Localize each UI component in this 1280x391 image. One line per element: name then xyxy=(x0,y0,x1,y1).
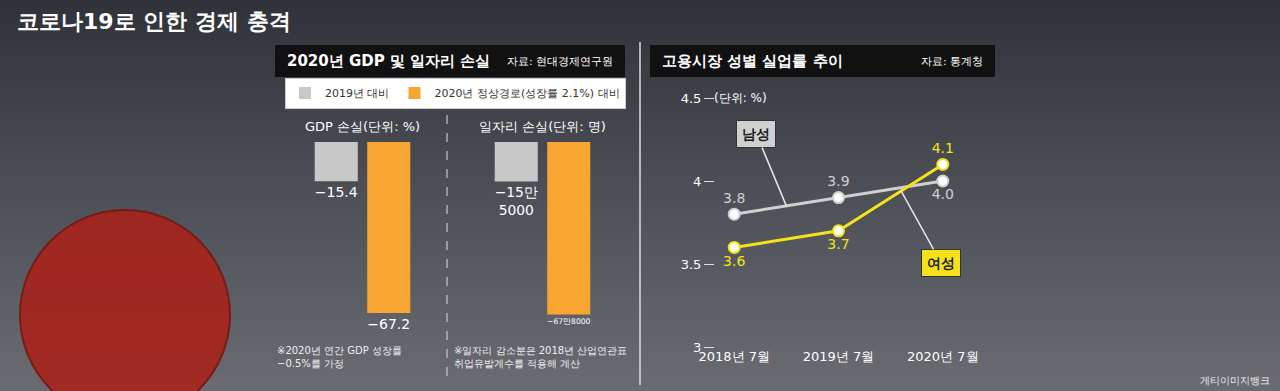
svg-text:4: 4 xyxy=(693,174,701,189)
svg-text:자료: 현대경제연구원: 자료: 현대경제연구원 xyxy=(507,55,613,68)
svg-text:3.7: 3.7 xyxy=(827,236,849,252)
svg-text:−67.2: −67.2 xyxy=(367,316,410,332)
svg-text:(단위: %): (단위: %) xyxy=(714,91,767,105)
svg-text:※2020년 연간 GDP 성장률−0.5%를 가정: ※2020년 연간 GDP 성장률−0.5%를 가정 xyxy=(277,345,402,369)
svg-text:4.5: 4.5 xyxy=(681,91,702,106)
svg-text:2020년 7월: 2020년 7월 xyxy=(907,349,979,364)
svg-text:코로나19로 인한 경제 충격: 코로나19로 인한 경제 충격 xyxy=(17,9,291,34)
svg-text:−15.4: −15.4 xyxy=(315,184,358,200)
svg-text:남성: 남성 xyxy=(742,126,770,142)
svg-text:2020년 GDP 및 일자리 손실: 2020년 GDP 및 일자리 손실 xyxy=(287,52,490,70)
svg-text:3.6: 3.6 xyxy=(723,253,745,269)
svg-text:−67만8000: −67만8000 xyxy=(547,317,591,326)
svg-text:−15만5000: −15만5000 xyxy=(495,184,538,218)
svg-text:3.8: 3.8 xyxy=(723,190,745,206)
svg-text:여성: 여성 xyxy=(927,255,955,271)
svg-text:일자리 손실(단위: 명): 일자리 손실(단위: 명) xyxy=(479,119,606,134)
svg-text:4.0: 4.0 xyxy=(932,186,954,202)
svg-text:2020년 정상경로(성장률 2.1%) 대비: 2020년 정상경로(성장률 2.1%) 대비 xyxy=(435,87,620,100)
svg-text:2018년 7월: 2018년 7월 xyxy=(698,349,770,364)
svg-text:자료: 통계청: 자료: 통계청 xyxy=(921,55,983,68)
svg-text:2019년 7월: 2019년 7월 xyxy=(803,349,875,364)
svg-text:3: 3 xyxy=(693,340,701,355)
svg-text:3.9: 3.9 xyxy=(827,173,849,189)
svg-text:게티이미지뱅크: 게티이미지뱅크 xyxy=(1200,375,1270,386)
svg-text:※일자리 감소분은 2018년 산업연관표취업유발계수를 적: ※일자리 감소분은 2018년 산업연관표취업유발계수를 적용해 계산 xyxy=(454,345,627,369)
svg-text:2019년 대비: 2019년 대비 xyxy=(325,87,390,100)
svg-text:고용시장 성별 실업률 추이: 고용시장 성별 실업률 추이 xyxy=(662,52,843,70)
svg-text:GDP 손실(단위: %): GDP 손실(단위: %) xyxy=(305,119,420,134)
svg-text:4.1: 4.1 xyxy=(932,140,954,156)
svg-text:3.5: 3.5 xyxy=(681,257,702,272)
